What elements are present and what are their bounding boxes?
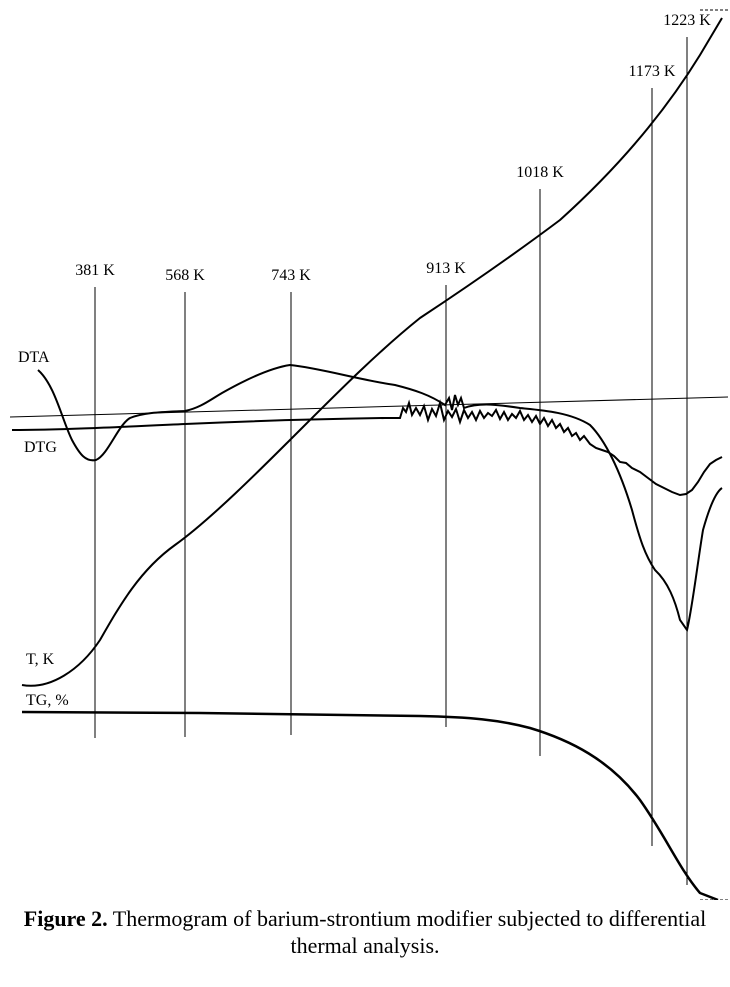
caption-label: Figure 2. [23, 906, 108, 931]
curve-label-dtg: DTG [24, 439, 57, 456]
marker-label-2: 568 K [165, 267, 205, 284]
curve-label-dta: DTA [18, 349, 50, 366]
dtg-curve [11, 399, 723, 497]
marker-label-7: 1223 K [663, 12, 711, 29]
thermogram-plot: 381 K 568 K 743 K 913 K 1018 K 1173 K 1223 K D… [9, 9, 729, 900]
t-curve [21, 17, 723, 687]
curve-label-tg: TG, % [26, 692, 69, 709]
temperature-markers: 381 K 568 K 743 K 913 K 1018 K 1173 K 1223 K [75, 12, 711, 885]
caption-text: Thermogram of barium-strontium modifier … [107, 906, 707, 958]
marker-label-1: 381 K [75, 262, 115, 279]
marker-label-5: 1018 K [516, 164, 564, 181]
marker-label-3: 743 K [271, 267, 311, 284]
marker-label-4: 913 K [426, 260, 466, 277]
figure-caption: Figure 2. Thermogram of barium-strontium… [0, 905, 730, 959]
curve-label-t-k: T, K [26, 651, 55, 668]
dta-baseline [9, 396, 729, 418]
marker-label-6: 1173 K [629, 63, 676, 80]
dta-curve [37, 363, 723, 633]
curve-labels: DTA DTG T, K TG, % [18, 349, 69, 709]
tg-curve [21, 710, 719, 900]
